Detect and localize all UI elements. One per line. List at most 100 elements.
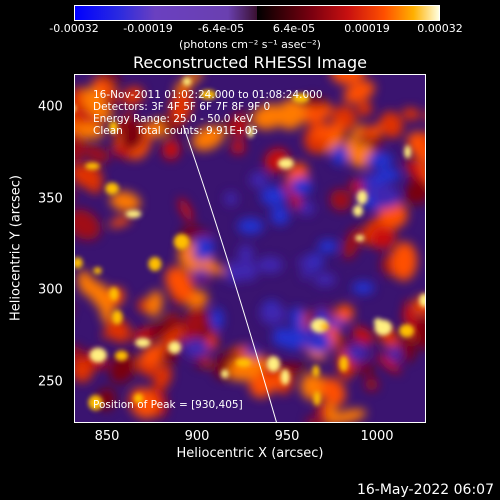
emission-blob — [310, 123, 346, 140]
emission-core — [374, 319, 393, 336]
rhessi-image[interactable]: 16-Nov-2011 01:02:24.000 to 01:08:24.000… — [74, 74, 426, 423]
cool-blob — [193, 268, 209, 281]
time-range: 16-Nov-2011 01:02:24.000 to 01:08:24.000 — [93, 89, 323, 101]
emission-blob — [329, 189, 352, 211]
emission-blob — [379, 111, 404, 139]
emission-core — [105, 182, 119, 195]
emission-blob — [343, 80, 375, 104]
x-tick: 900 — [184, 429, 210, 444]
emission-blob — [87, 280, 115, 313]
cool-blob — [298, 201, 315, 216]
emission-blob — [402, 107, 421, 121]
emission-core — [173, 233, 190, 250]
solar-limb-line — [182, 124, 277, 422]
emission-blob — [85, 101, 113, 121]
emission-blob — [424, 110, 425, 125]
emission-core — [339, 355, 349, 372]
emission-blob — [361, 358, 373, 378]
x-tick: 950 — [274, 429, 300, 444]
emission-core — [404, 145, 411, 159]
cool-blob — [290, 177, 313, 196]
emission-blob — [352, 326, 374, 345]
cool-blob — [317, 239, 338, 254]
peak-position: Position of Peak = [930,405] — [93, 399, 243, 411]
emission-blob — [300, 372, 327, 401]
y-tick: 250 — [38, 374, 63, 390]
emission-core — [266, 356, 281, 373]
emission-core — [355, 234, 365, 242]
cool-blob — [369, 177, 386, 186]
emission-blob — [99, 75, 121, 84]
x-tick: 1000 — [360, 429, 394, 444]
cool-blob — [331, 145, 349, 166]
cool-blob — [290, 306, 304, 330]
emission-core — [109, 120, 118, 134]
energy-range: Energy Range: 25.0 - 50.0 keV — [93, 113, 254, 125]
emission-core — [85, 162, 100, 170]
emission-core — [247, 126, 254, 138]
emission-blob — [109, 353, 136, 384]
emission-blob — [376, 353, 401, 374]
emission-core — [109, 287, 119, 301]
emission-blob — [404, 183, 425, 205]
cool-blob — [352, 281, 375, 295]
cool-blob — [237, 217, 264, 235]
emission-core — [235, 358, 252, 368]
cool-blob — [238, 262, 258, 281]
emission-core — [312, 365, 320, 378]
cool-blob — [260, 304, 287, 324]
emission-core — [419, 293, 425, 308]
emission-core — [114, 350, 129, 361]
emission-core — [75, 257, 83, 269]
emission-cores — [75, 77, 425, 411]
emission-blob — [407, 166, 425, 184]
emission-blob — [335, 304, 354, 323]
timestamp: 16-May-2022 06:07 — [356, 482, 494, 498]
emission-blob — [146, 290, 163, 318]
emission-blob — [370, 226, 397, 250]
emission-blob — [343, 227, 361, 260]
colorbar-tick: 0.00032 — [417, 22, 463, 35]
cool-blob — [244, 345, 259, 358]
colorbar-tick: -0.00019 — [123, 22, 173, 35]
cool-blob — [313, 273, 336, 286]
clean-counts: Clean Total counts: 9.91E+05 — [93, 125, 259, 137]
emission-blob — [306, 417, 324, 422]
emission-blob — [148, 314, 183, 339]
detectors: Detectors: 3F 4F 5F 6F 7F 8F 9F 0 — [93, 101, 271, 113]
cool-blob — [270, 205, 290, 226]
cool-blob — [224, 191, 238, 206]
image-canvas — [75, 75, 425, 422]
cool-blob — [183, 338, 210, 358]
y-tick: 350 — [38, 191, 63, 207]
emission-blob — [226, 111, 249, 133]
cool-blob — [345, 343, 368, 362]
cool-blob — [256, 256, 283, 273]
emission-blob — [75, 298, 76, 332]
emission-blobs — [75, 75, 425, 422]
emission-blob — [391, 241, 418, 281]
emission-blob — [138, 343, 169, 370]
emission-core — [277, 158, 294, 169]
emission-core — [93, 267, 102, 275]
colorbar-tick: -6.4e-05 — [197, 22, 245, 35]
cool-blob — [191, 237, 214, 246]
emission-blob — [321, 377, 346, 406]
emission-core — [182, 77, 192, 86]
emission-blob — [402, 308, 418, 323]
cool-blob — [297, 257, 322, 268]
emission-blob — [160, 117, 180, 135]
emission-core — [313, 391, 321, 406]
emission-blob — [252, 104, 286, 130]
emission-core — [111, 310, 123, 325]
cool-blob — [373, 185, 401, 209]
emission-core — [133, 393, 144, 404]
emission-blob — [169, 87, 193, 125]
cool-blob — [301, 268, 312, 279]
emission-blob — [178, 197, 193, 223]
cool-blob — [210, 307, 224, 331]
x-tick: 850 — [94, 429, 120, 444]
emission-blob — [75, 358, 94, 383]
emission-blob — [328, 408, 367, 422]
emission-core — [88, 395, 103, 411]
